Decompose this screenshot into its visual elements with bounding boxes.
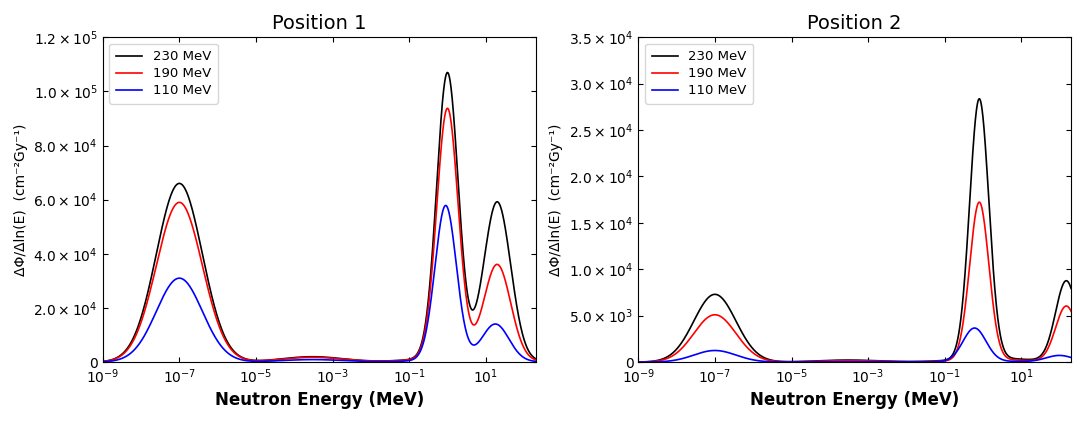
Title: Position 1: Position 1 <box>272 14 367 33</box>
190 MeV <box>1052 316 1065 321</box>
230 MeV <box>1064 286 1077 291</box>
110 MeV <box>529 359 542 364</box>
190 MeV <box>973 200 986 205</box>
190 MeV <box>516 344 529 349</box>
Y-axis label: ΔΦ/Δln(E)  (cm⁻²Gy⁻¹): ΔΦ/Δln(E) (cm⁻²Gy⁻¹) <box>14 124 28 276</box>
190 MeV <box>1064 309 1077 314</box>
230 MeV <box>437 89 450 94</box>
190 MeV <box>631 360 644 365</box>
Line: 190 MeV: 190 MeV <box>103 108 536 362</box>
190 MeV <box>516 343 529 349</box>
110 MeV <box>295 357 308 362</box>
190 MeV <box>972 200 985 205</box>
110 MeV <box>307 357 320 362</box>
230 MeV <box>441 70 454 75</box>
190 MeV <box>654 358 667 363</box>
Legend: 230 MeV, 190 MeV, 110 MeV: 230 MeV, 190 MeV, 110 MeV <box>644 44 753 104</box>
230 MeV <box>97 359 110 364</box>
110 MeV <box>516 354 529 360</box>
110 MeV <box>1064 355 1077 360</box>
110 MeV <box>1052 353 1065 358</box>
Line: 110 MeV: 110 MeV <box>638 328 1071 362</box>
110 MeV <box>516 354 529 360</box>
230 MeV <box>842 357 855 363</box>
190 MeV <box>118 350 131 355</box>
190 MeV <box>437 122 450 127</box>
230 MeV <box>1052 297 1065 302</box>
Line: 110 MeV: 110 MeV <box>103 206 536 362</box>
110 MeV <box>831 359 844 364</box>
190 MeV <box>1052 316 1065 321</box>
110 MeV <box>1052 353 1065 358</box>
110 MeV <box>437 206 450 211</box>
230 MeV <box>516 334 529 339</box>
190 MeV <box>441 106 454 111</box>
230 MeV <box>972 96 985 102</box>
X-axis label: Neutron Energy (MeV): Neutron Energy (MeV) <box>750 391 959 409</box>
110 MeV <box>97 359 110 364</box>
Line: 230 MeV: 230 MeV <box>638 99 1071 362</box>
110 MeV <box>968 325 981 330</box>
190 MeV <box>307 355 320 360</box>
Line: 230 MeV: 230 MeV <box>103 72 536 361</box>
230 MeV <box>295 354 308 360</box>
230 MeV <box>307 354 320 359</box>
110 MeV <box>631 360 644 365</box>
230 MeV <box>118 349 131 354</box>
190 MeV <box>97 359 110 364</box>
Title: Position 2: Position 2 <box>807 14 902 33</box>
110 MeV <box>439 203 452 208</box>
230 MeV <box>1052 296 1065 301</box>
110 MeV <box>973 328 986 333</box>
230 MeV <box>831 357 844 363</box>
Y-axis label: ΔΦ/Δln(E)  (cm⁻²Gy⁻¹): ΔΦ/Δln(E) (cm⁻²Gy⁻¹) <box>549 124 563 276</box>
230 MeV <box>973 96 986 101</box>
190 MeV <box>842 358 855 363</box>
230 MeV <box>654 357 667 362</box>
Line: 190 MeV: 190 MeV <box>638 202 1071 362</box>
110 MeV <box>654 359 667 364</box>
X-axis label: Neutron Energy (MeV): Neutron Energy (MeV) <box>215 391 424 409</box>
Legend: 230 MeV, 190 MeV, 110 MeV: 230 MeV, 190 MeV, 110 MeV <box>110 44 218 104</box>
230 MeV <box>529 356 542 361</box>
110 MeV <box>118 354 131 360</box>
230 MeV <box>631 360 644 365</box>
230 MeV <box>516 333 529 338</box>
190 MeV <box>295 355 308 360</box>
190 MeV <box>529 357 542 363</box>
190 MeV <box>831 358 844 363</box>
110 MeV <box>842 359 855 364</box>
